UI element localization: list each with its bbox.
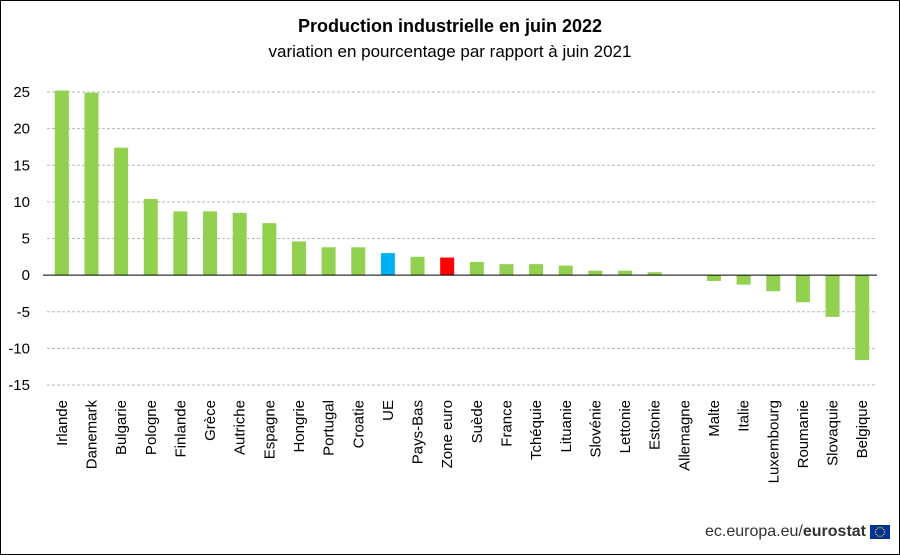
- flag-star: [875, 529, 877, 531]
- bar: [410, 256, 425, 276]
- x-tick-label: UE: [380, 400, 397, 421]
- x-tick-label: Estonie: [647, 400, 664, 450]
- bar: [54, 90, 69, 276]
- bar: [825, 275, 840, 317]
- bar: [232, 212, 247, 276]
- x-tick-label: Belgique: [854, 400, 871, 458]
- x-tick-label: Suède: [469, 400, 486, 443]
- x-tick-label: Finlande: [172, 400, 189, 458]
- flag-star: [879, 526, 881, 529]
- x-tick-label: Italie: [736, 400, 753, 432]
- x-tick-label: Grèce: [202, 400, 219, 441]
- x-tick-label: Hongrie: [291, 400, 308, 453]
- bar: [736, 275, 751, 285]
- x-tick-label: Espagne: [261, 400, 278, 459]
- bar: [291, 241, 306, 276]
- x-tick-label: Autriche: [232, 400, 249, 455]
- bar: [262, 223, 277, 276]
- flag-star: [879, 535, 881, 538]
- chart-title: Production industrielle en juin 2022: [297, 16, 603, 36]
- y-tick-label: -10: [8, 340, 30, 357]
- bar: [84, 92, 99, 276]
- x-tick-label: Danemark: [83, 400, 100, 470]
- bar: [499, 264, 514, 276]
- bar: [469, 261, 484, 276]
- bar: [618, 270, 633, 276]
- x-tick-label: France: [498, 400, 515, 447]
- x-tick-label: Tchéquie: [528, 400, 545, 460]
- bar: [855, 275, 870, 361]
- y-tick-label: 15: [13, 157, 30, 174]
- flag-star: [881, 535, 883, 537]
- x-tick-label: Allemagne: [676, 400, 693, 471]
- flag-star: [883, 531, 886, 533]
- x-tick-label: Irlande: [54, 400, 71, 446]
- y-tick-label: 10: [13, 194, 30, 211]
- bar: [647, 272, 662, 276]
- bar: [203, 211, 218, 276]
- chart-subtitle: variation en pourcentage par rapport à j…: [268, 42, 632, 61]
- flag-star: [874, 531, 877, 533]
- bar: [529, 264, 544, 276]
- flag-star: [877, 527, 879, 529]
- source-brand: eurostat: [802, 523, 866, 540]
- x-tick-label: Slovaquie: [825, 400, 842, 466]
- bar: [795, 275, 810, 303]
- x-tick-label: Portugal: [321, 400, 338, 456]
- y-tick-label: 0: [22, 267, 30, 284]
- bar: [321, 247, 336, 276]
- bar: [766, 275, 781, 292]
- bar: [114, 147, 129, 276]
- flag-star: [883, 533, 885, 535]
- bar: [558, 265, 573, 276]
- x-tick-label: Croatie: [350, 400, 367, 448]
- y-tick-label: -5: [17, 304, 30, 321]
- flag-star: [875, 533, 877, 535]
- flag-star: [881, 527, 883, 529]
- source-credit: ec.europa.eu/eurostat: [705, 523, 866, 541]
- y-tick-label: 5: [22, 231, 30, 248]
- x-tick-label: Lituanie: [558, 400, 575, 453]
- bar: [706, 275, 721, 281]
- y-tick-label: 25: [13, 84, 30, 101]
- bar: [588, 270, 603, 276]
- eu-flag-icon: [870, 525, 890, 539]
- x-tick-label: Zone euro: [439, 400, 456, 468]
- bar: [380, 253, 395, 276]
- x-tick-label: Bulgarie: [113, 400, 130, 455]
- flag-star: [877, 535, 879, 537]
- x-tick-label: Slovénie: [587, 400, 604, 458]
- bar: [351, 247, 366, 276]
- bar: [143, 198, 158, 276]
- bar: [173, 211, 188, 276]
- x-tick-label: Pays-Bas: [410, 400, 427, 464]
- bar: [440, 257, 455, 276]
- x-tick-label: Malte: [706, 400, 723, 437]
- flag-star: [883, 529, 885, 531]
- y-tick-label: -15: [8, 377, 30, 394]
- x-tick-label: Lettonie: [617, 400, 634, 453]
- x-tick-label: Pologne: [143, 400, 160, 455]
- x-tick-label: Luxembourg: [765, 400, 782, 483]
- y-tick-label: 20: [13, 121, 30, 138]
- source-prefix: ec.europa.eu/: [705, 523, 803, 540]
- x-tick-label: Roumanie: [795, 400, 812, 468]
